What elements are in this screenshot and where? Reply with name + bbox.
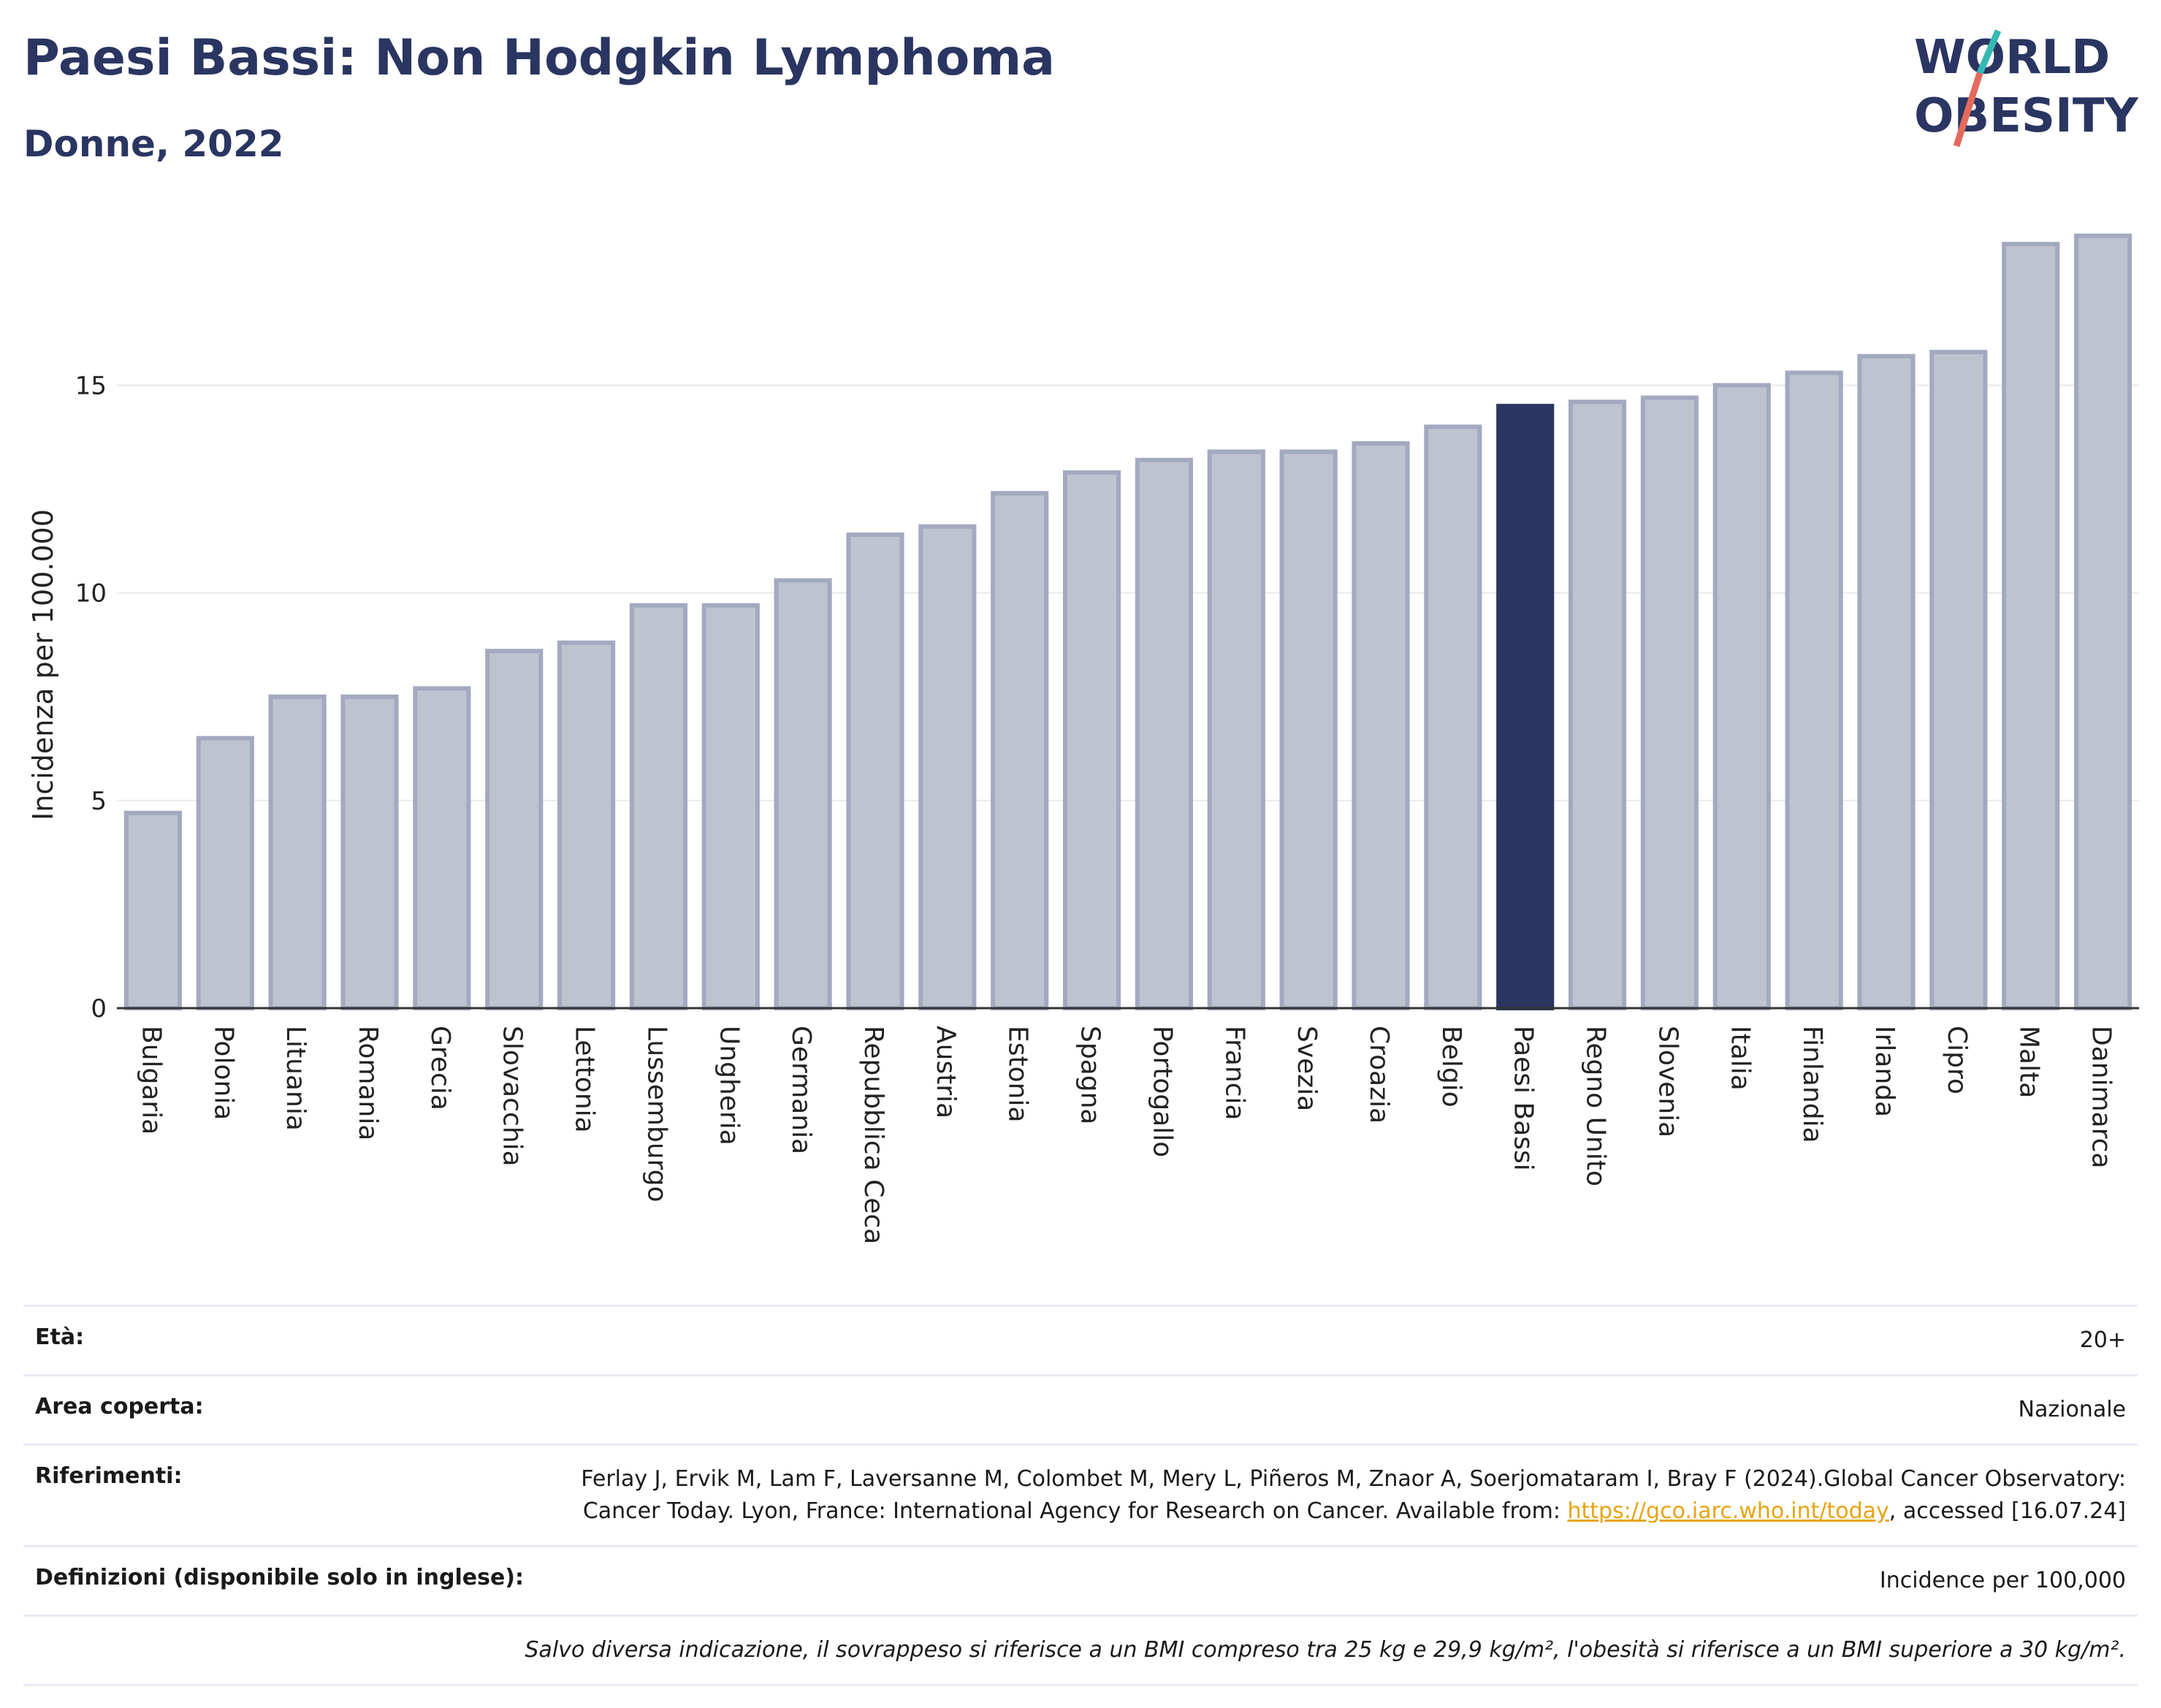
x-tick-label: Finlandia bbox=[1797, 1026, 1827, 1143]
bar bbox=[918, 524, 977, 1010]
references-label: Riferimenti: bbox=[35, 1463, 183, 1489]
obesity-note: Salvo diversa indicazione, il sovrappeso… bbox=[525, 1637, 2126, 1663]
x-tick-label: Portogallo bbox=[1147, 1026, 1177, 1157]
bar bbox=[846, 533, 904, 1010]
bar bbox=[774, 578, 832, 1010]
bar bbox=[340, 694, 399, 1010]
bar bbox=[991, 491, 1049, 1010]
x-tick-label: Germania bbox=[786, 1026, 816, 1154]
y-tick-label: 5 bbox=[91, 787, 107, 816]
bar bbox=[1279, 449, 1338, 1010]
y-axis-label: Incidenza per 100.000 bbox=[27, 509, 59, 820]
bar bbox=[1640, 395, 1699, 1010]
y-tick-label: 10 bbox=[75, 579, 107, 609]
bar bbox=[1135, 457, 1194, 1010]
references-value: Ferlay J, Ervik M, Lam F, Laversanne M, … bbox=[519, 1463, 2126, 1528]
bar bbox=[1929, 349, 1988, 1011]
x-tick-label: Polonia bbox=[208, 1026, 238, 1120]
logo-slash-top bbox=[1976, 29, 2002, 75]
bar bbox=[701, 603, 760, 1010]
age-value: 20+ bbox=[2079, 1327, 2126, 1353]
chart-subtitle: Donne, 2022 bbox=[23, 123, 284, 165]
info-table: Età: 20+ Area coperta: Nazionale Riferim… bbox=[23, 1305, 2138, 1686]
x-tick-label: Bulgaria bbox=[136, 1026, 166, 1135]
logo-line2: OBESITY bbox=[1914, 89, 2138, 143]
x-tick-label: Croazia bbox=[1364, 1026, 1394, 1124]
info-row-area: Area coperta: Nazionale bbox=[23, 1374, 2138, 1444]
definitions-value: Incidence per 100,000 bbox=[1879, 1568, 2126, 1593]
references-text-2: , accessed [16.07.24] bbox=[1889, 1498, 2126, 1524]
references-text-1: Ferlay J, Ervik M, Lam F, Laversanne M, … bbox=[581, 1466, 2126, 1524]
bar-chart: 0 5 10 15 Incidenza per 100.000 Bulgaria Polon… bbox=[27, 233, 2139, 1244]
x-tick-label: Ungheria bbox=[714, 1026, 744, 1145]
area-value: Nazionale bbox=[2018, 1397, 2126, 1422]
x-tick-label: Svezia bbox=[1292, 1026, 1322, 1111]
x-tick-label: Regno Unito bbox=[1581, 1026, 1611, 1186]
x-tick-label: Grecia bbox=[425, 1026, 455, 1110]
definitions-label: Definizioni (disponibile solo in inglese… bbox=[35, 1565, 524, 1590]
bar bbox=[1496, 403, 1555, 1010]
logo-line1: WORLD bbox=[1914, 31, 2110, 85]
bar bbox=[557, 640, 616, 1011]
bar bbox=[485, 649, 544, 1010]
bar bbox=[1424, 424, 1482, 1010]
bar bbox=[1857, 354, 1916, 1011]
bar bbox=[1712, 383, 1771, 1010]
y-tick-label: 0 bbox=[91, 994, 107, 1023]
chart-title: Paesi Bassi: Non Hodgkin Lymphoma bbox=[23, 29, 1056, 87]
x-tick-label: Estonia bbox=[1003, 1026, 1033, 1123]
bar bbox=[1785, 370, 1843, 1010]
x-tick-label: Paesi Bassi bbox=[1509, 1026, 1539, 1171]
x-tick-label: Cipro bbox=[1942, 1026, 1972, 1094]
bar bbox=[1207, 449, 1265, 1010]
bar bbox=[2002, 242, 2060, 1011]
x-tick-label: Italia bbox=[1725, 1026, 1755, 1091]
bar bbox=[123, 810, 183, 1011]
x-tick-label: Irlanda bbox=[1870, 1026, 1899, 1117]
bar bbox=[196, 736, 254, 1010]
references-link[interactable]: https://gco.iarc.who.int/today bbox=[1567, 1498, 1889, 1524]
x-tick-label: Romania bbox=[353, 1026, 383, 1140]
x-tick-label: Lettonia bbox=[570, 1026, 600, 1133]
bar bbox=[1062, 470, 1121, 1010]
info-row-note: Salvo diversa indicazione, il sovrappeso… bbox=[23, 1614, 2138, 1686]
x-tick-label: Austria bbox=[931, 1026, 961, 1118]
x-tick-label: Lituania bbox=[281, 1026, 310, 1131]
bar bbox=[268, 694, 327, 1010]
y-tick-label: 15 bbox=[75, 371, 107, 400]
info-row-age: Età: 20+ bbox=[23, 1305, 2138, 1374]
area-label: Area coperta: bbox=[35, 1394, 204, 1419]
info-row-definitions: Definizioni (disponibile solo in inglese… bbox=[23, 1545, 2138, 1614]
info-row-references: Riferimenti: Ferlay J, Ervik M, Lam F, L… bbox=[23, 1444, 2138, 1545]
x-tick-label: Slovenia bbox=[1653, 1026, 1682, 1137]
bar bbox=[2073, 233, 2133, 1011]
x-tick-label: Malta bbox=[2014, 1026, 2044, 1098]
bar bbox=[1352, 441, 1410, 1010]
age-label: Età: bbox=[35, 1324, 85, 1350]
x-tick-label: Francia bbox=[1219, 1026, 1249, 1121]
world-obesity-logo: WORLD OBESITY bbox=[1914, 29, 2138, 148]
logo-slash-bottom bbox=[1953, 72, 1983, 148]
x-tick-label: Slovacchia bbox=[498, 1026, 527, 1167]
bar bbox=[1568, 400, 1627, 1010]
x-tick-label: Lussemburgo bbox=[641, 1026, 671, 1202]
x-tick-label: Danimarca bbox=[2086, 1026, 2116, 1169]
bar bbox=[413, 686, 471, 1010]
x-tick-label: Belgio bbox=[1436, 1026, 1466, 1107]
bar bbox=[629, 603, 688, 1010]
x-tick-label: Spagna bbox=[1075, 1026, 1105, 1125]
x-tick-label: Repubblica Ceca bbox=[858, 1026, 888, 1244]
